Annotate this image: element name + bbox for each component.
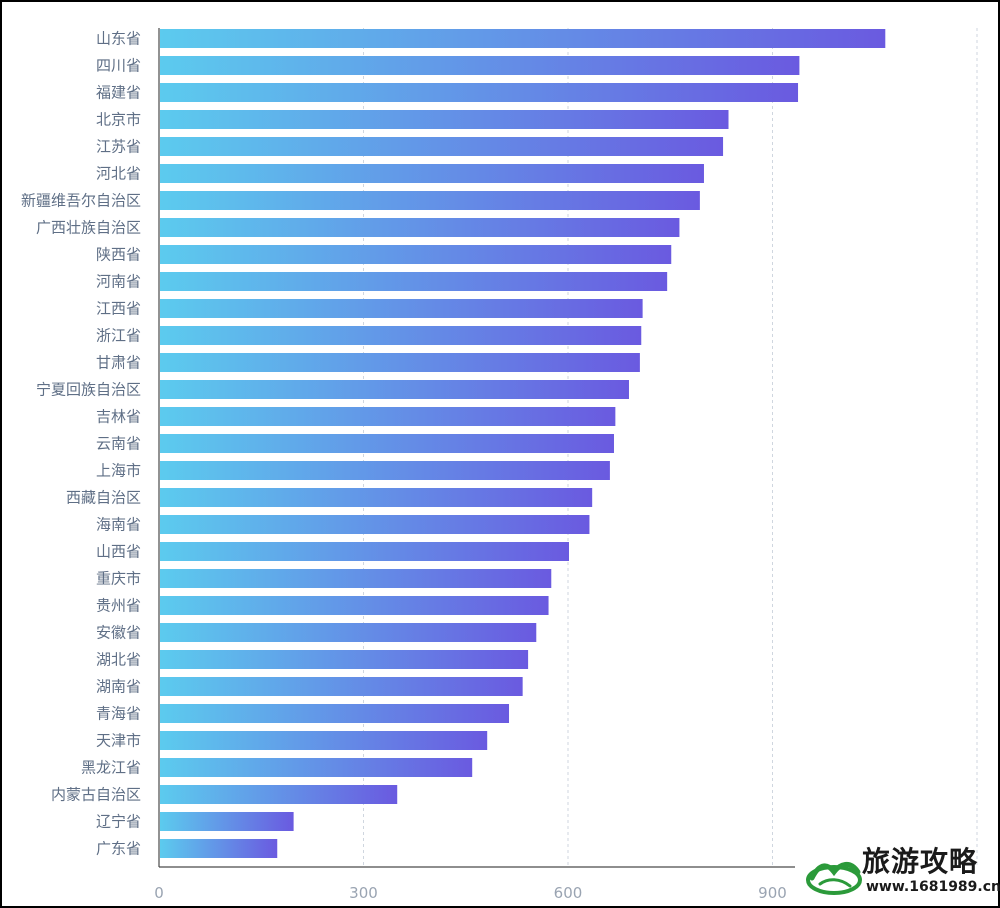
category-label: 四川省 xyxy=(96,57,141,75)
x-tick-label: 900 xyxy=(758,884,787,902)
bar xyxy=(160,785,398,804)
x-tick-label: 300 xyxy=(349,884,378,902)
x-tick-label: 0 xyxy=(154,884,164,902)
category-label: 陕西省 xyxy=(96,246,141,264)
bar xyxy=(160,758,473,777)
category-label: 贵州省 xyxy=(96,597,141,615)
category-label: 江苏省 xyxy=(96,138,141,156)
bar xyxy=(160,83,799,102)
category-label: 安徽省 xyxy=(96,624,141,642)
bar xyxy=(160,56,800,75)
bar xyxy=(160,650,529,669)
category-label: 河南省 xyxy=(96,273,141,291)
category-label: 广西壮族自治区 xyxy=(36,219,141,237)
bar xyxy=(160,326,642,345)
category-label: 吉林省 xyxy=(96,408,141,426)
category-label: 海南省 xyxy=(96,516,141,534)
bar xyxy=(160,191,700,210)
category-label: 北京市 xyxy=(96,111,141,129)
bar xyxy=(160,677,523,696)
category-label: 西藏自治区 xyxy=(66,489,141,507)
bar xyxy=(160,623,537,642)
category-label: 辽宁省 xyxy=(96,813,141,831)
bar xyxy=(160,164,704,183)
bar xyxy=(160,218,680,237)
bar xyxy=(160,515,590,534)
category-label: 重庆市 xyxy=(96,570,141,588)
category-label: 山东省 xyxy=(96,30,141,48)
category-label: 河北省 xyxy=(96,165,141,183)
watermark-title: 旅游攻略 xyxy=(862,845,979,878)
bar xyxy=(160,596,549,615)
bar xyxy=(160,245,672,264)
bar xyxy=(160,29,886,48)
bar xyxy=(160,434,614,453)
bar xyxy=(160,407,616,426)
category-label: 甘肃省 xyxy=(96,354,141,372)
category-label: 黑龙江省 xyxy=(81,759,141,777)
category-label: 天津市 xyxy=(96,732,141,750)
category-label: 宁夏回族自治区 xyxy=(36,381,141,399)
bar xyxy=(160,488,593,507)
bar xyxy=(160,542,569,561)
category-label: 青海省 xyxy=(96,705,141,723)
category-label: 湖南省 xyxy=(96,678,141,696)
category-label: 云南省 xyxy=(96,435,141,453)
bar xyxy=(160,812,294,831)
bar xyxy=(160,272,668,291)
bar xyxy=(160,137,724,156)
bar xyxy=(160,569,552,588)
category-label: 上海市 xyxy=(96,462,141,480)
category-label: 浙江省 xyxy=(96,327,141,345)
bar xyxy=(160,353,640,372)
category-label: 江西省 xyxy=(96,300,141,318)
watermark-logo-icon xyxy=(806,862,862,895)
bar xyxy=(160,380,629,399)
category-label: 湖北省 xyxy=(96,651,141,669)
bar xyxy=(160,110,729,129)
x-tick-label: 600 xyxy=(554,884,583,902)
bar xyxy=(160,299,643,318)
category-label: 广东省 xyxy=(96,840,141,858)
bar xyxy=(160,839,278,858)
category-label: 内蒙古自治区 xyxy=(51,786,141,804)
bar xyxy=(160,461,610,480)
bar xyxy=(160,731,488,750)
watermark: 旅游攻略 www.1681989.cn xyxy=(800,832,1000,904)
bar xyxy=(160,704,510,723)
watermark-url: www.1681989.cn xyxy=(866,879,1000,895)
category-label: 新疆维吾尔自治区 xyxy=(21,192,141,210)
category-label: 山西省 xyxy=(96,543,141,561)
category-label: 福建省 xyxy=(96,84,141,102)
